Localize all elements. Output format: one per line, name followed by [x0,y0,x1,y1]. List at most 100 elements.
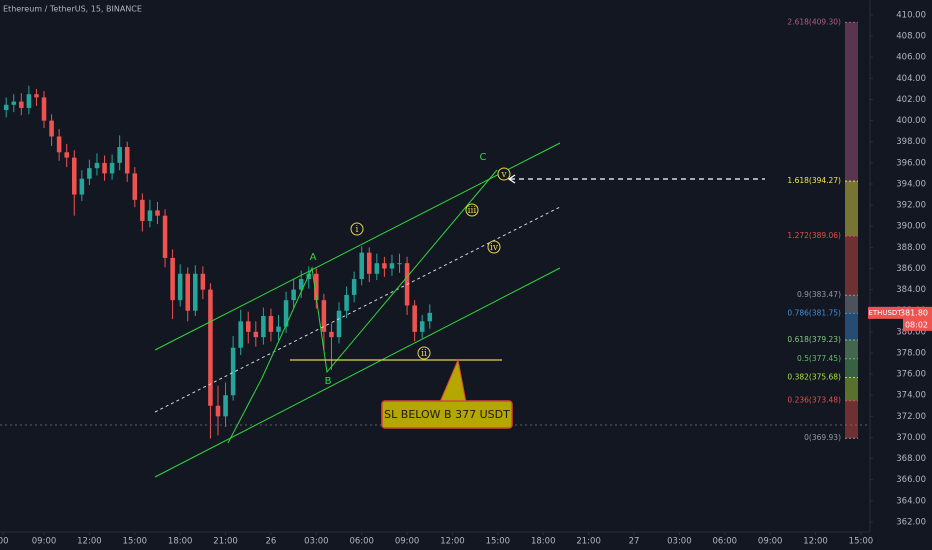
y-tick-label: 408.00 [896,32,926,42]
fib-label: 0.382(375.68) [787,372,841,381]
candle-body [427,312,433,322]
y-tick-label: 366.00 [896,475,926,485]
x-tick-label: 15:00 [486,537,511,547]
x-tick-label: 21:00 [213,537,238,547]
arrow-head [507,174,516,184]
correction-label: A [310,252,317,263]
candle-body [230,347,236,396]
fib-label: 1.272(389.06) [787,231,841,240]
x-tick-label: 00 [0,537,9,547]
channel-lower [154,267,561,478]
candle-body [147,210,153,221]
y-tick-label: 398.00 [896,137,926,147]
y-tick-label: 380.00 [896,327,926,337]
stop-loss-text: SL BELOW B 377 USDT [384,408,510,421]
y-tick-label: 410.00 [896,10,926,20]
candle-body [223,395,228,417]
x-tick-label: 27 [629,537,640,547]
fib-band [845,358,858,378]
candle-body [336,310,342,338]
x-tick-label: 06:00 [713,537,738,547]
y-tick-label: 386.00 [896,264,926,274]
price-tag-text: 381.80 [900,308,928,317]
y-tick-label: 400.00 [896,116,926,126]
channel-upper [154,142,561,351]
candle-body [245,321,251,332]
symbol-tag-text: ETHUSDT [868,309,902,317]
y-tick-label: 392.00 [896,201,926,211]
x-tick-label: 21:00 [576,537,601,547]
candle-body [193,273,198,311]
candle-body [351,279,357,295]
candle-body [79,178,85,195]
candle-body [109,162,115,174]
wave-label: iii [468,206,477,216]
x-tick-label: 12:00 [803,537,828,547]
candle-body [412,305,417,332]
candle-body [87,168,92,179]
x-tick-label: 03:00 [304,537,329,547]
candle-body [314,273,319,301]
y-tick-label: 396.00 [896,158,926,168]
candle-body [162,215,168,258]
wave-label: v [500,170,507,180]
wave-circle [465,203,479,217]
fib-label: 0.786(381.75) [787,308,841,317]
candle-body [185,273,191,311]
y-tick-label: 388.00 [896,243,926,253]
candle-body [276,326,281,332]
x-tick-label: 09:00 [758,537,783,547]
candle-body [419,321,425,332]
y-tick-label: 364.00 [896,496,926,506]
fib-label: 0.618(379.23) [787,335,841,344]
fib-band [845,236,858,296]
candle-body [177,273,183,301]
candle-body [238,321,243,348]
candle-body [306,273,312,280]
candle-body [26,94,32,108]
x-tick-label: 18:00 [168,537,193,547]
candle-body [19,101,24,108]
x-tick-label: 15:00 [849,537,874,547]
y-tick-label: 370.00 [896,433,926,443]
wave-circle [487,240,501,254]
y-tick-label: 404.00 [896,74,926,84]
y-tick-label: 374.00 [896,391,926,401]
candle-body [200,273,206,290]
correction-label: B [325,376,332,387]
candle-body [208,289,213,406]
wave-circle [350,222,364,236]
candle-body [140,199,145,221]
candle-body [49,120,54,137]
price-axis [870,0,932,550]
x-tick-label: 06:00 [349,537,374,547]
x-tick-label: 18:00 [531,537,556,547]
y-tick-label: 384.00 [896,285,926,295]
countdown-text: 08:02 [905,320,928,329]
fib-band [845,22,858,182]
candle-body [298,279,304,290]
candle-body [34,94,39,98]
candle-body [382,263,387,269]
y-tick-label: 402.00 [896,95,926,105]
candle-body [56,136,62,153]
x-tick-label: 12:00 [77,537,102,547]
correction-label: C [480,152,487,163]
candle-body [94,162,100,169]
candle-body [389,263,395,269]
candle-body [268,316,274,332]
candle-body [329,331,334,338]
wave-lines [227,169,498,444]
candle-body [64,152,69,158]
candle-body [170,257,175,301]
y-tick-label: 372.00 [896,412,926,422]
candle-body [155,210,160,216]
wave-label: ii [421,349,427,359]
price-tag [903,306,932,331]
candle-body [374,263,380,274]
fib-band [845,313,858,340]
fib-label: 1.618(394.27) [787,176,841,185]
candle-body [321,300,327,332]
candle-body [132,173,138,200]
